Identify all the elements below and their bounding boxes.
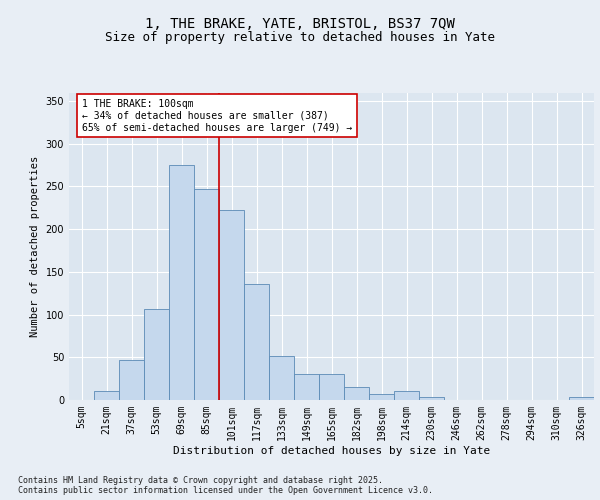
- Bar: [244, 284, 269, 400]
- Bar: [369, 394, 394, 400]
- Text: 1, THE BRAKE, YATE, BRISTOL, BS37 7QW: 1, THE BRAKE, YATE, BRISTOL, BS37 7QW: [145, 18, 455, 32]
- Bar: [219, 210, 244, 400]
- Text: Contains HM Land Registry data © Crown copyright and database right 2025.
Contai: Contains HM Land Registry data © Crown c…: [18, 476, 433, 495]
- Text: 1 THE BRAKE: 100sqm
← 34% of detached houses are smaller (387)
65% of semi-detac: 1 THE BRAKE: 100sqm ← 34% of detached ho…: [82, 100, 352, 132]
- Text: Size of property relative to detached houses in Yate: Size of property relative to detached ho…: [105, 31, 495, 44]
- Bar: [194, 189, 219, 400]
- Bar: [569, 398, 594, 400]
- Y-axis label: Number of detached properties: Number of detached properties: [30, 156, 40, 337]
- Bar: [94, 392, 119, 400]
- Bar: [419, 396, 444, 400]
- Bar: [169, 165, 194, 400]
- Bar: [144, 310, 169, 400]
- Bar: [319, 374, 344, 400]
- Bar: [344, 387, 369, 400]
- Bar: [269, 356, 294, 400]
- Bar: [394, 392, 419, 400]
- Bar: [294, 374, 319, 400]
- Bar: [119, 360, 144, 400]
- X-axis label: Distribution of detached houses by size in Yate: Distribution of detached houses by size …: [173, 446, 490, 456]
